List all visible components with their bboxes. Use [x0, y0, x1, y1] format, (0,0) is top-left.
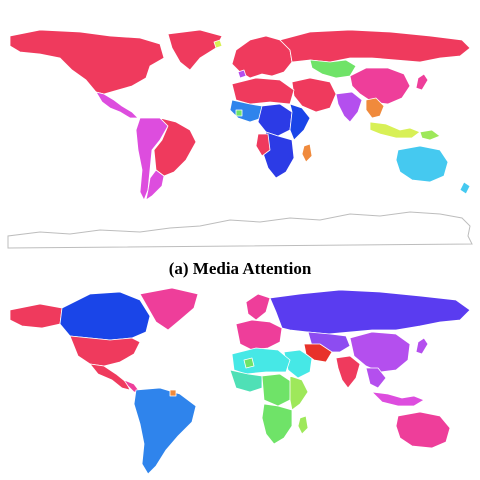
- indonesia: [371, 391, 425, 407]
- indonesia: [369, 121, 421, 139]
- usa: [69, 335, 141, 367]
- india: [335, 355, 361, 389]
- arabia: [283, 349, 313, 379]
- west-africa: [229, 369, 263, 393]
- southeast-asia: [365, 367, 387, 389]
- second-map: [0, 280, 480, 480]
- media-attention-map: [7, 29, 473, 249]
- small-state-green: [243, 357, 255, 369]
- middle-east: [291, 77, 337, 113]
- madagascar: [297, 415, 309, 435]
- central-america: [95, 91, 139, 119]
- china: [349, 331, 411, 373]
- madagascar: [301, 143, 313, 163]
- north-africa: [231, 347, 291, 375]
- north-africa: [231, 77, 295, 105]
- mexico: [89, 363, 131, 391]
- china: [349, 67, 411, 105]
- brazil: [153, 117, 197, 177]
- east-africa: [289, 375, 309, 411]
- central-africa: [257, 103, 293, 137]
- angola: [255, 133, 271, 157]
- australia: [395, 411, 451, 449]
- antarctica: [7, 211, 473, 249]
- iran: [303, 343, 333, 363]
- south-america: [133, 387, 197, 475]
- russia: [279, 29, 471, 63]
- west-africa: [229, 99, 263, 123]
- japan: [415, 73, 429, 91]
- kazakhstan: [309, 59, 357, 79]
- greenland: [167, 29, 223, 71]
- guyana: [169, 389, 177, 397]
- australia: [395, 145, 449, 183]
- japan: [415, 337, 429, 355]
- europe: [235, 319, 283, 351]
- small-state-yellow: [213, 39, 223, 49]
- southeast-asia: [365, 97, 385, 119]
- east-africa: [289, 103, 311, 141]
- alaska: [9, 303, 63, 329]
- south-america-south: [145, 169, 165, 201]
- russia: [269, 289, 471, 335]
- new-guinea: [419, 129, 441, 141]
- central-africa: [261, 373, 293, 407]
- canada: [59, 291, 151, 341]
- new-zealand: [459, 181, 471, 195]
- greenland: [139, 287, 199, 331]
- scandinavia: [245, 293, 271, 321]
- caption-a: (a) Media Attention: [168, 259, 312, 278]
- india: [335, 91, 363, 123]
- small-state-green: [235, 109, 243, 117]
- small-state-purple: [237, 69, 247, 79]
- southern-africa: [261, 131, 295, 179]
- north-america: [9, 29, 165, 95]
- southern-africa: [261, 403, 293, 445]
